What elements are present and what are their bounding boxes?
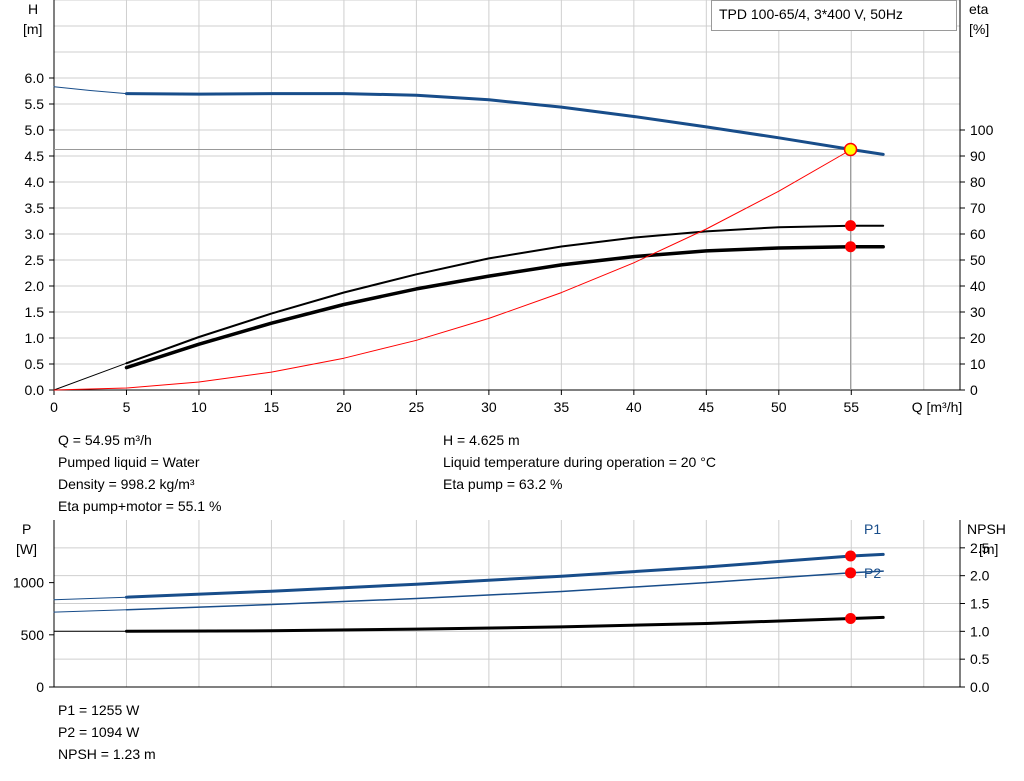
x-tick-label: 20 — [336, 399, 352, 415]
y-axis-unit-left: [W] — [16, 541, 37, 557]
y-tick-label-right: 30 — [970, 304, 986, 320]
y-tick-label-right: 90 — [970, 148, 986, 164]
y-axis-label-left: P — [22, 521, 31, 537]
y-axis-unit-right: [m] — [979, 541, 998, 557]
operating-point-npsh — [845, 613, 857, 625]
series-eta-ext — [53, 362, 127, 391]
y-tick-label-right: 0.5 — [970, 651, 990, 667]
y-tick-label-right: 80 — [970, 174, 986, 190]
series-P1-ext — [53, 596, 127, 601]
x-tick-label: 45 — [699, 399, 715, 415]
x-tick-label: 35 — [554, 399, 570, 415]
series-H — [125, 92, 885, 156]
x-tick-label: 40 — [626, 399, 642, 415]
y-axis-unit-left: [m] — [23, 21, 42, 37]
info-head: H = 4.625 m — [443, 432, 520, 448]
operating-point-eta-total — [845, 241, 857, 253]
y-tick-label-right: 10 — [970, 356, 986, 372]
y-tick-label-right: 0 — [970, 382, 978, 398]
y-axis-label-right: NPSH — [967, 521, 1006, 537]
series-eta-pump-motor — [124, 244, 885, 370]
operating-point-p1 — [845, 550, 857, 562]
info-p1: P1 = 1255 W — [58, 702, 140, 718]
x-tick-label: 5 — [123, 399, 131, 415]
series-H-ext — [53, 86, 127, 95]
chart-title: TPD 100-65/4, 3*400 V, 50Hz — [719, 6, 903, 22]
series-eta-pump — [125, 224, 885, 365]
y-tick-label-left: 3.0 — [25, 226, 45, 242]
info-eta-pump: Eta pump = 63.2 % — [443, 476, 563, 492]
y-tick-label-left: 0 — [36, 679, 44, 695]
info-npsh: NPSH = 1.23 m — [58, 746, 156, 762]
y-axis-label-left: H — [28, 1, 38, 17]
y-tick-label-right: 50 — [970, 252, 986, 268]
series-label-p2: P2 — [864, 565, 881, 581]
x-tick-label: 50 — [771, 399, 787, 415]
y-tick-label-right: 60 — [970, 226, 986, 242]
y-tick-label-right: 2.5 — [970, 540, 990, 556]
series-label-p1: P1 — [864, 521, 881, 537]
chart-title-box: TPD 100-65/4, 3*400 V, 50Hz — [711, 0, 957, 31]
x-tick-label: 30 — [481, 399, 497, 415]
x-axis-label: Q [m³/h] — [912, 399, 963, 415]
y-tick-label-left: 2.0 — [25, 278, 45, 294]
x-tick-label: 10 — [191, 399, 207, 415]
series-P2-ext — [53, 609, 127, 613]
y-tick-label-left: 5.0 — [25, 122, 45, 138]
series-system-curve — [53, 149, 852, 391]
series-NPSH — [125, 615, 885, 633]
info-density: Density = 998.2 kg/m³ — [58, 476, 195, 492]
operating-point-eta-pump — [845, 220, 857, 232]
y-tick-label-left: 1000 — [13, 575, 44, 591]
x-tick-label: 55 — [843, 399, 859, 415]
y-tick-label-right: 70 — [970, 200, 986, 216]
x-tick-label: 15 — [264, 399, 280, 415]
y-tick-label-left: 0.5 — [25, 356, 45, 372]
info-top-left: Q = 54.95 m³/h Pumped liquid = Water Den… — [58, 429, 221, 517]
x-tick-label: 25 — [409, 399, 425, 415]
info-bottom: P1 = 1255 W P2 = 1094 W NPSH = 1.23 m — [58, 699, 156, 765]
y-tick-label-left: 5.5 — [25, 96, 45, 112]
y-tick-label-left: 3.5 — [25, 200, 45, 216]
y-tick-label-left: 2.5 — [25, 252, 45, 268]
y-tick-label-left: 500 — [21, 627, 45, 643]
operating-point-p2 — [845, 567, 857, 579]
info-temperature: Liquid temperature during operation = 20… — [443, 454, 716, 470]
info-eta-total: Eta pump+motor = 55.1 % — [58, 498, 222, 514]
y-tick-label-left: 4.0 — [25, 174, 45, 190]
info-flow: Q = 54.95 m³/h — [58, 432, 152, 448]
info-top-right: H = 4.625 m Liquid temperature during op… — [443, 429, 716, 495]
y-tick-label-left: 1.5 — [25, 304, 45, 320]
y-tick-label-left: 4.5 — [25, 148, 45, 164]
y-tick-label-left: 0.0 — [25, 382, 45, 398]
y-axis-label-right: eta — [969, 1, 989, 17]
y-tick-label-right: 100 — [970, 122, 994, 138]
y-tick-label-right: 0.0 — [970, 679, 990, 695]
y-tick-label-right: 2.0 — [970, 568, 990, 584]
y-axis-unit-right: [%] — [969, 21, 989, 37]
x-tick-label: 0 — [50, 399, 58, 415]
y-tick-label-right: 1.0 — [970, 623, 990, 639]
y-tick-label-left: 6.0 — [25, 70, 45, 86]
y-tick-label-left: 1.0 — [25, 330, 45, 346]
info-liquid: Pumped liquid = Water — [58, 454, 200, 470]
info-p2: P2 = 1094 W — [58, 724, 140, 740]
operating-point-head — [843, 142, 858, 157]
y-tick-label-right: 40 — [970, 278, 986, 294]
y-tick-label-right: 20 — [970, 330, 986, 346]
y-tick-label-right: 1.5 — [970, 596, 990, 612]
